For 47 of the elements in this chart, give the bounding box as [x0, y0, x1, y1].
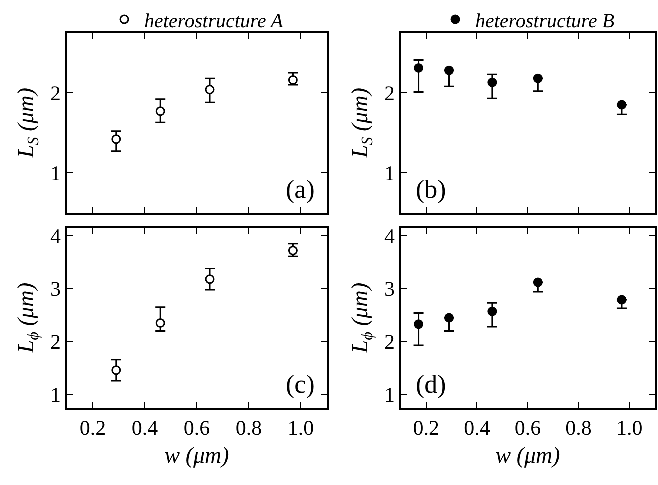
x-tick-label: 0.2 [80, 416, 106, 440]
x-tick-label: 1.0 [616, 416, 643, 440]
point [533, 74, 543, 84]
point [533, 278, 543, 288]
annotation: (b) [416, 175, 446, 204]
point [205, 85, 215, 95]
point [156, 106, 166, 116]
point [617, 100, 627, 110]
point [205, 274, 215, 284]
x-tick-label: 1.0 [288, 416, 314, 440]
legend-label: heterostructure B [476, 10, 615, 32]
y-tick-label: 1 [384, 383, 396, 408]
point [414, 320, 424, 330]
x-tick-label: 0.4 [132, 416, 159, 440]
y-tick-label: 2 [384, 81, 396, 106]
point [617, 295, 627, 305]
point [112, 366, 122, 376]
y-tick-label: 2 [384, 330, 396, 354]
y-tick-label: 2 [50, 81, 62, 106]
x-tick-label: 0.8 [236, 416, 262, 440]
y-tick-label: 2 [50, 330, 62, 354]
y-tick-label: 4 [50, 224, 62, 248]
annotation: (c) [286, 370, 315, 399]
y-tick-label: 3 [384, 277, 396, 302]
x-axis-title: w (μm) [164, 443, 230, 468]
x-tick-label: 0.2 [413, 416, 440, 440]
x-tick-label: 0.6 [184, 416, 210, 440]
y-tick-label: 3 [50, 277, 62, 302]
point [444, 66, 454, 76]
y-tick-label: 1 [50, 383, 62, 408]
point [112, 134, 122, 144]
point [414, 63, 424, 73]
point [288, 75, 298, 85]
point [488, 78, 498, 88]
point [156, 318, 166, 328]
y-tick-label: 1 [384, 161, 396, 186]
annotation: (a) [286, 175, 315, 204]
x-tick-label: 0.4 [464, 416, 491, 440]
y-tick-label: 1 [50, 161, 62, 186]
point [488, 306, 498, 316]
legend-label: heterostructure A [144, 10, 284, 32]
x-tick-label: 0.8 [566, 416, 592, 440]
x-tick-label: 0.6 [514, 416, 542, 440]
x-axis-title: w (μm) [496, 443, 560, 468]
annotation: (d) [416, 370, 446, 399]
y-tick-label: 4 [384, 224, 396, 248]
point [444, 313, 454, 323]
